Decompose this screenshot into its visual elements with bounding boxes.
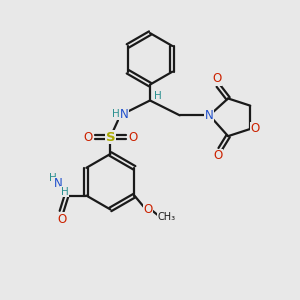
Text: O: O: [128, 130, 138, 144]
Text: N: N: [54, 177, 63, 190]
Text: O: O: [214, 149, 223, 163]
Text: O: O: [57, 213, 66, 226]
Text: N: N: [120, 108, 129, 121]
Text: O: O: [213, 72, 222, 85]
Text: O: O: [144, 203, 153, 216]
Text: H: H: [112, 109, 120, 119]
Text: N: N: [205, 109, 214, 122]
Text: CH₃: CH₃: [157, 212, 175, 222]
Text: H: H: [49, 173, 56, 183]
Text: S: S: [106, 130, 115, 144]
Text: H: H: [154, 91, 162, 100]
Text: H: H: [61, 187, 68, 196]
Text: O: O: [250, 122, 260, 136]
Text: O: O: [83, 130, 92, 144]
